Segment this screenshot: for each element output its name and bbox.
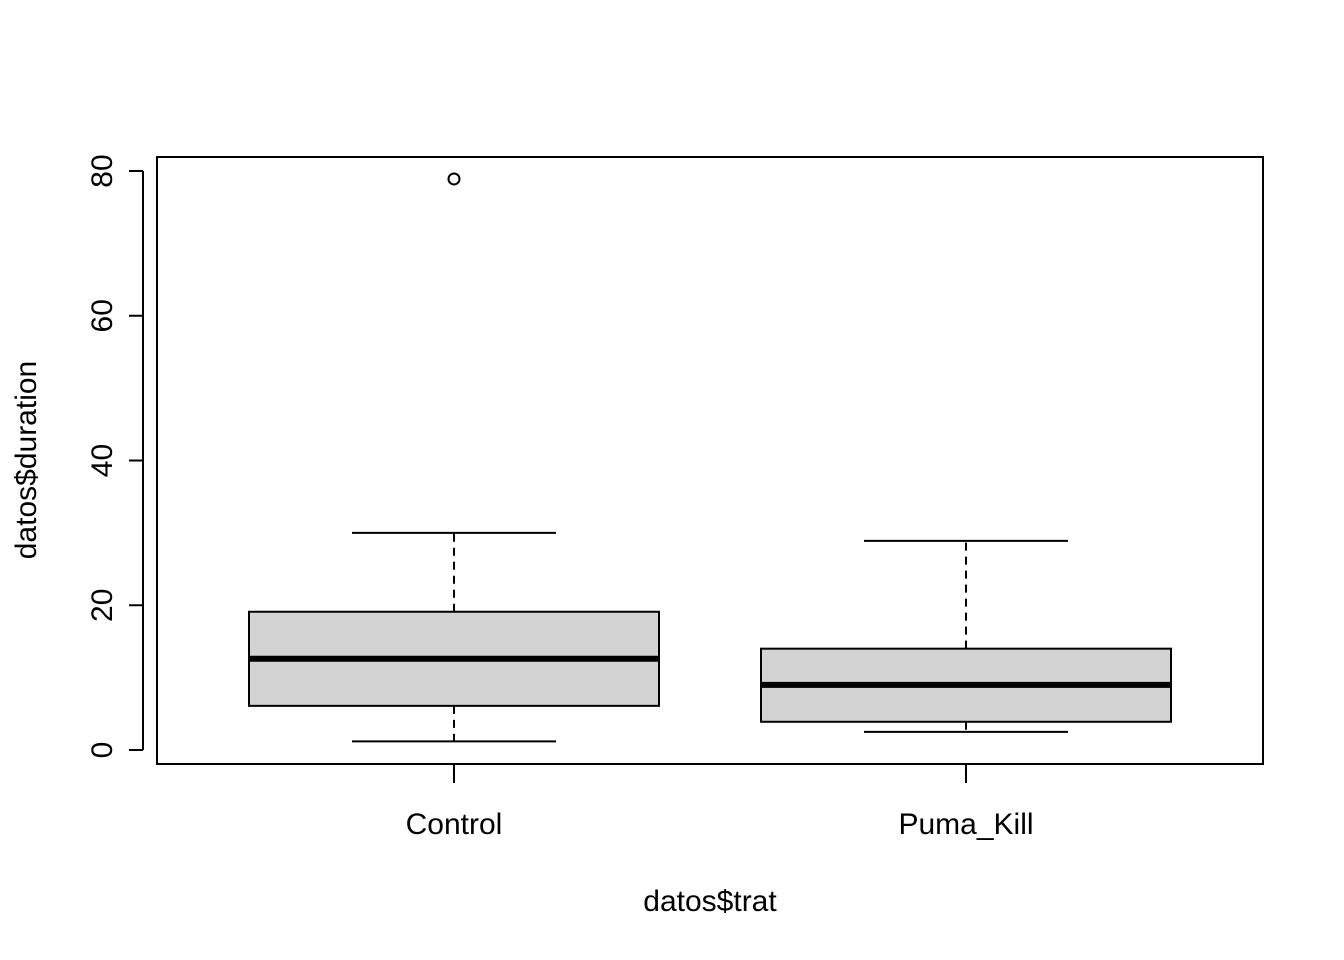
y-axis-label: datos$duration [10, 361, 43, 560]
box-control [248, 172, 660, 743]
box-puma_kill [760, 539, 1172, 733]
boxes [248, 172, 1172, 743]
y-tick-label: 20 [86, 589, 119, 622]
x-axis: Control Puma_Kill [406, 764, 1034, 841]
plot-frame [156, 156, 1264, 765]
y-tick-label: 40 [86, 444, 119, 477]
x-axis-label: datos$trat [643, 885, 777, 918]
x-tick-label: Control [406, 808, 503, 841]
y-tick-label: 0 [86, 742, 119, 759]
y-tick-label: 80 [86, 154, 119, 187]
x-tick-label: Puma_Kill [898, 808, 1033, 841]
y-axis: 0 20 40 60 80 [86, 154, 144, 759]
outlier-point [447, 172, 461, 186]
y-tick-label: 60 [86, 299, 119, 332]
